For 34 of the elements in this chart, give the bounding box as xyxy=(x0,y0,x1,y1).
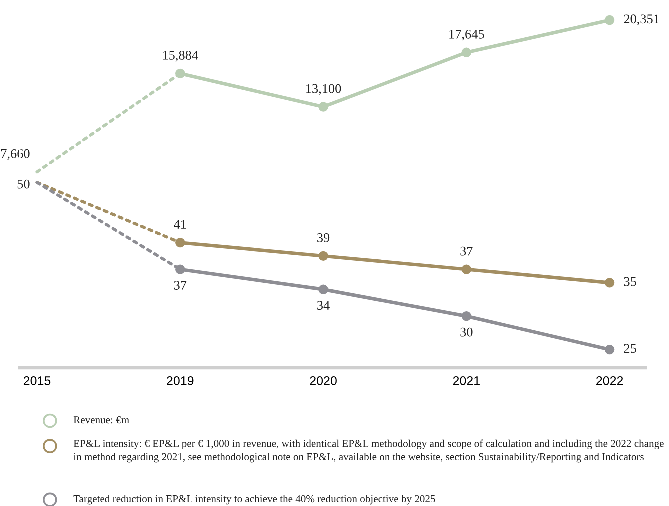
legend-label: EP&L intensity: € EP&L per € 1,000 in revenue, with identical EP&L methodology and scope of calculation and including the 2022 change in method regarding 2021, see methodological note on EP&L, available on the website, section Sustainability/Reporting and Indicators xyxy=(74,440,664,463)
point xyxy=(604,344,615,355)
data-label: 34 xyxy=(318,301,330,310)
data-label: 15,884 xyxy=(163,51,198,62)
legend-label: Targeted reduction in EP&L intensity to achieve the 40% reduction objective by 2025 xyxy=(74,495,436,505)
data-label: 37 xyxy=(460,246,473,256)
data-label: 13,100 xyxy=(306,84,342,96)
data-label: 41 xyxy=(174,220,186,229)
data-label: 17,645 xyxy=(450,30,484,41)
point xyxy=(318,102,328,112)
point xyxy=(176,238,186,248)
x-tick-label: 2021 xyxy=(453,376,480,386)
point xyxy=(176,68,186,79)
point xyxy=(318,251,328,262)
legend-label: Revenue: €m xyxy=(74,416,130,424)
data-label: 35 xyxy=(624,277,636,286)
point xyxy=(462,264,472,274)
data-label: 39 xyxy=(318,234,330,242)
x-tick-label: 2015 xyxy=(24,376,51,386)
point xyxy=(176,264,186,274)
x-tick-label: 2022 xyxy=(596,376,624,386)
point xyxy=(604,15,615,26)
data-label: 7,660 xyxy=(1,149,30,160)
data-label: 50 xyxy=(18,180,30,189)
data-label: 25 xyxy=(624,344,636,354)
point xyxy=(318,284,328,294)
data-label: 30 xyxy=(460,328,473,337)
point xyxy=(604,278,615,288)
x-tick-label: 2019 xyxy=(167,376,194,386)
data-label: 20,351 xyxy=(624,14,660,26)
x-tick-label: 2020 xyxy=(310,376,337,386)
data-label: 37 xyxy=(174,281,187,290)
point xyxy=(462,312,472,322)
point xyxy=(462,48,472,58)
